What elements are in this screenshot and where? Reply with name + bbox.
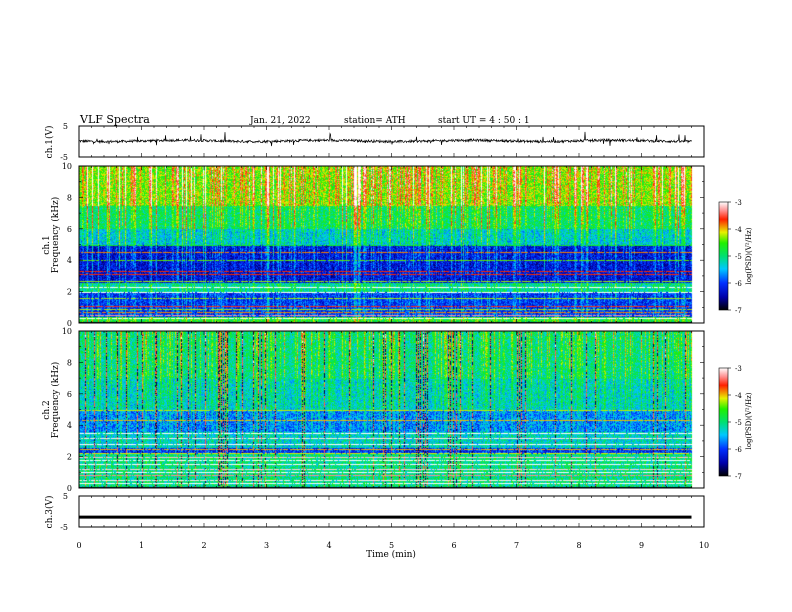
ch1-colorbar-tick-label: -3 (735, 199, 742, 207)
time-axis-tick-label: 2 (201, 541, 206, 550)
ch2-spectrogram-ytick-label: 0 (67, 484, 72, 493)
ch1-ytick-bottom: -5 (60, 153, 68, 162)
time-axis-tick-labels: 0 1 2 3 4 5 6 7 8 9 10 (76, 541, 709, 550)
ch2-spectrogram-ylabel-channel: ch.2 (42, 400, 52, 419)
time-axis-tick-label: 10 (699, 541, 709, 550)
ch2-spectrogram-ytick-label: 2 (67, 453, 72, 462)
ch3-waveform-xticks (78, 496, 705, 527)
station-label: station= ATH (344, 116, 406, 126)
ch2-colorbar-tick-label: -5 (735, 419, 742, 427)
ch1-colorbar-tick-label: -4 (735, 226, 742, 234)
ch2-colorbar-tick-label: -4 (735, 392, 742, 400)
time-axis-tick-label: 6 (451, 541, 456, 550)
ch1-spectrogram-ylabel-frequency: Frequency (kHz) (50, 197, 61, 274)
time-axis-tick-label: 0 (76, 541, 81, 550)
ch1-colorbar-scale (718, 201, 729, 311)
ch1-spectrogram-ytick-label: 2 (67, 288, 72, 297)
ch1-spectrogram-yticks: 0 2 4 6 8 10 (62, 162, 704, 328)
date-label: Jan. 21, 2022 (249, 116, 311, 126)
ch1-spectrogram-panel: 0 2 4 6 8 10 ch.1 Frequency (kHz) -3 -4 -5 -6 -7 … (42, 162, 753, 328)
ch2-colorbar: -3 -4 -5 -6 -7 log(PSD)(V²/Hz) (718, 365, 753, 481)
ch1-waveform-ylabel: ch.1(V) (44, 126, 55, 159)
ch1-colorbar: -3 -4 -5 -6 -7 log(PSD)(V²/Hz) (718, 199, 753, 315)
time-axis-tick-label: 9 (639, 541, 644, 550)
time-axis-tick-label: 7 (514, 541, 519, 550)
ch1-spectrogram-image (79, 166, 704, 323)
ch3-waveform-frame (78, 495, 705, 528)
ch2-colorbar-tick-label: -3 (735, 365, 742, 373)
ch1-ytick-top: 5 (63, 122, 68, 131)
ch2-colorbar-tick-label: -6 (735, 446, 742, 454)
time-axis-tick-label: 4 (326, 541, 331, 550)
ch3-waveform-ylabel: ch.3(V) (44, 496, 55, 529)
time-axis-tick-label: 1 (139, 541, 144, 550)
ch2-spectrogram-ytick-label: 8 (67, 358, 72, 367)
ch1-spectrogram-ylabel-channel: ch.1 (42, 235, 52, 254)
ch2-spectrogram-ylabel-frequency: Frequency (kHz) (50, 362, 61, 439)
ch1-colorbar-tick-label: -5 (735, 253, 742, 261)
ch2-colorbar-label: log(PSD)(V²/Hz) (745, 392, 753, 449)
ch1-colorbar-tick-label: -7 (735, 307, 742, 315)
start-time-label: start UT = 4 : 50 : 1 (438, 116, 530, 126)
ch1-colorbar-ticks: -3 -4 -5 -6 -7 (728, 199, 742, 315)
ch1-spectrogram-xticks (78, 166, 705, 323)
ch1-waveform-trace (79, 131, 692, 147)
ch2-spectrogram-ytick-label: 10 (62, 327, 72, 336)
ch2-spectrogram-image (79, 331, 704, 488)
ch1-spectrogram-ytick-label: 8 (67, 193, 72, 202)
ch1-waveform-panel: 5 -5 ch.1(V) (44, 122, 705, 162)
ch2-spectrogram-panel: 0 2 4 6 8 10 ch.2 Frequency (kHz) -3 -4 -5 -6 -7 … (42, 327, 753, 493)
ch1-waveform-xticks (78, 126, 705, 157)
time-axis-tick-label: 5 (389, 541, 394, 550)
ch2-colorbar-tick-label: -7 (735, 473, 742, 481)
ch1-spectrogram-ytick-label: 6 (67, 225, 72, 234)
ch2-colorbar-scale (718, 367, 729, 477)
ch3-ytick-top: 5 (63, 492, 68, 501)
time-axis-tick-label: 8 (576, 541, 581, 550)
ch1-spectrogram-ytick-label: 0 (67, 319, 72, 328)
ch2-spectrogram-xticks (78, 331, 705, 488)
ch2-colorbar-ticks: -3 -4 -5 -6 -7 (728, 365, 742, 481)
ch2-spectrogram-yticks: 0 2 4 6 8 10 (62, 327, 704, 493)
figure-title: VLF Spectra (79, 113, 150, 126)
time-axis-label: Time (min) (366, 549, 416, 560)
ch1-colorbar-label: log(PSD)(V²/Hz) (745, 227, 753, 284)
ch1-spectrogram-ytick-label: 4 (67, 256, 72, 265)
ch1-colorbar-tick-label: -6 (735, 280, 742, 288)
ch3-waveform-panel: 5 -5 ch.3(V) 0 1 2 3 4 5 6 7 8 9 10 Time (min) (44, 492, 709, 560)
ch1-spectrogram-ytick-label: 10 (62, 162, 72, 171)
time-axis-tick-label: 3 (264, 541, 269, 550)
ch3-ytick-bottom: -5 (60, 523, 68, 532)
ch2-spectrogram-ytick-label: 4 (67, 421, 72, 430)
ch2-spectrogram-ytick-label: 6 (67, 390, 72, 399)
